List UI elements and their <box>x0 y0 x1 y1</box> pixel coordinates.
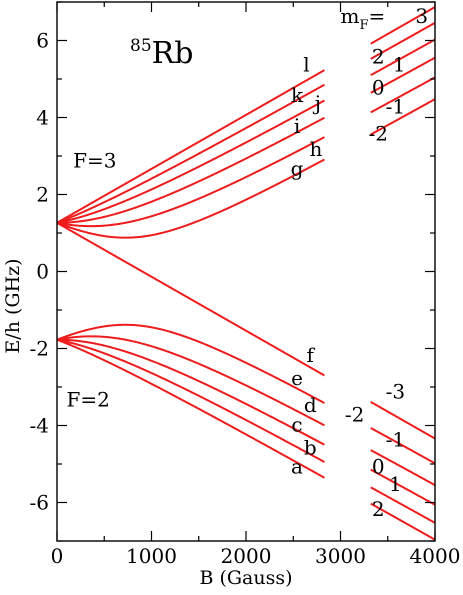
mF-value-label: -3 <box>386 380 405 404</box>
series-line-g <box>56 98 436 239</box>
x-axis-label: B (Gauss) <box>199 567 292 589</box>
y-tick-label: -2 <box>30 337 49 361</box>
series-layer <box>56 6 436 541</box>
series-line-h <box>56 76 436 228</box>
manifold-label: F=3 <box>73 149 116 173</box>
series-line-e <box>56 338 436 524</box>
mass-number: 85 <box>130 36 152 56</box>
mF-value-label: 2 <box>372 497 385 521</box>
y-tick-label: 2 <box>36 183 49 207</box>
state-label: i <box>294 114 300 138</box>
mF-value-label: 1 <box>389 472 402 496</box>
y-tick-label: -6 <box>30 491 49 515</box>
mF-value-label: -1 <box>386 95 405 119</box>
series-line-i <box>57 56 436 224</box>
state-label: d <box>304 393 317 417</box>
y-axis-label: E/h (GHz) <box>2 258 24 353</box>
mF-value-label: 1 <box>393 52 406 76</box>
x-tick-label: 2000 <box>221 544 272 568</box>
mF-value-label: 0 <box>372 75 385 99</box>
y-tick-label: 6 <box>36 29 49 53</box>
x-tick-label: 3000 <box>315 544 366 568</box>
mF-value-label: 3 <box>415 4 428 28</box>
state-label: j <box>313 91 321 115</box>
state-label: c <box>291 412 302 436</box>
series-line-c <box>56 335 436 487</box>
mF-value-label: -2 <box>369 122 388 146</box>
y-tick-label: 0 <box>36 260 49 284</box>
x-tick-label: 1000 <box>126 544 177 568</box>
x-tick-label: 4000 <box>410 544 461 568</box>
series-line-k <box>56 21 436 224</box>
title-element: Rb <box>152 36 194 71</box>
state-label: a <box>291 455 303 479</box>
chart-title: 85Rb <box>130 36 193 71</box>
state-label: k <box>291 83 304 107</box>
mF-value-label: 2 <box>372 45 385 69</box>
mF-value-label: 0 <box>372 455 385 479</box>
manifold-label: F=2 <box>66 387 109 411</box>
state-label: h <box>309 137 322 161</box>
series-line-a <box>56 221 436 440</box>
series-line-f <box>56 338 436 541</box>
axes-layer: 0 1000 2000 3000 4000 -6 -4 -2 0 2 4 6 <box>30 1 461 568</box>
state-label: l <box>303 52 309 76</box>
series-line-l <box>56 6 436 224</box>
series-line-b <box>56 323 436 465</box>
state-label: f <box>307 343 316 367</box>
mF-value-label: -2 <box>345 403 364 427</box>
state-label: b <box>304 435 317 459</box>
y-tick-label: 4 <box>36 106 49 130</box>
series-line-d <box>57 338 436 506</box>
state-label: g <box>291 156 304 180</box>
mF-value-label: -1 <box>386 428 405 452</box>
mF-prefix: mF= <box>341 4 386 33</box>
series-line-j <box>56 38 436 224</box>
x-tick-label: 0 <box>51 544 64 568</box>
state-label: e <box>291 366 303 390</box>
y-tick-label: -4 <box>30 414 49 438</box>
